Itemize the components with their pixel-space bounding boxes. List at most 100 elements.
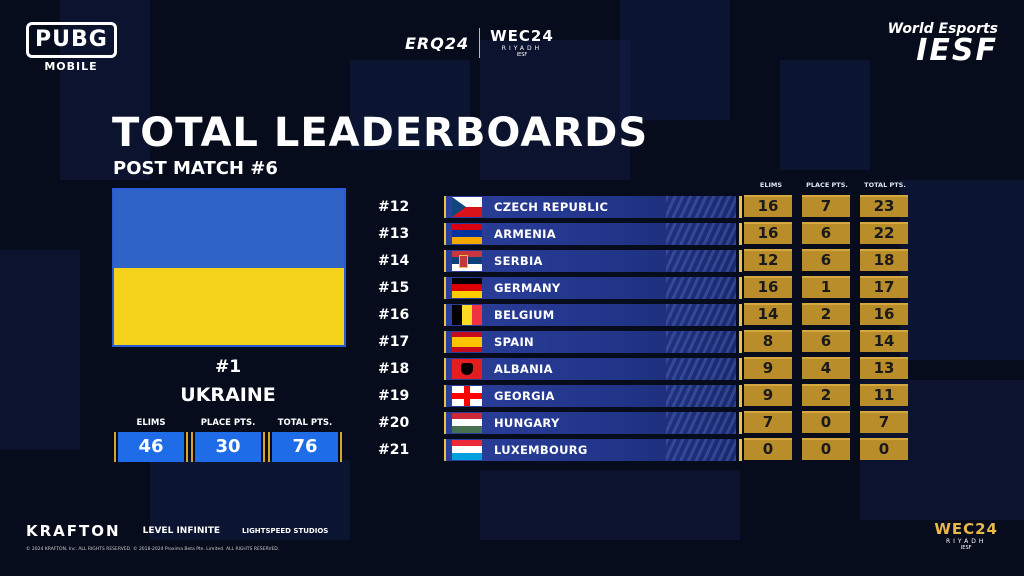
pubg-logo-text: PUBG xyxy=(26,22,117,58)
page-subtitle: POST MATCH #6 xyxy=(113,158,278,179)
stat-total-pts: 22 xyxy=(860,222,908,244)
wec24-footer-city: RIYADH xyxy=(945,538,987,545)
row-rank: #14 xyxy=(378,252,410,269)
wec24-logo-city: RIYADH xyxy=(501,44,543,52)
stat-total-pts: 18 xyxy=(860,249,908,271)
leader-team-name: UKRAINE xyxy=(180,384,276,406)
standings-table: #12 CZECH REPUBLIC 16 7 23 #13 ARMENIA 1… xyxy=(378,193,908,463)
leader-stat-place-pts: PLACE PTS. 30 xyxy=(191,418,265,462)
leader-stat-label: PLACE PTS. xyxy=(200,418,256,428)
flag-spain-icon xyxy=(452,331,482,352)
wec24-logo-org: IESF xyxy=(516,51,528,58)
row-rank: #16 xyxy=(378,306,410,323)
table-row: #18 ALBANIA 9 4 13 xyxy=(378,355,908,382)
team-name: HUNGARY xyxy=(494,415,560,430)
stat-total-pts: 16 xyxy=(860,303,908,325)
stat-elims: 8 xyxy=(744,330,792,352)
stat-place-pts: 1 xyxy=(802,276,850,298)
row-stats: 14 2 16 xyxy=(744,303,918,325)
row-rank: #15 xyxy=(378,279,410,296)
table-row: #17 SPAIN 8 6 14 xyxy=(378,328,908,355)
wec24-logo-text: WEC24 xyxy=(490,26,554,45)
team-bar: GERMANY xyxy=(444,276,742,299)
level-infinite-logo: LEVEL INFINITE xyxy=(142,525,220,536)
team-bar: LUXEMBOURG xyxy=(444,438,742,461)
row-stats: 7 0 7 xyxy=(744,411,918,433)
event-logos: ERQ24 WEC24 RIYADH IESF xyxy=(405,28,554,58)
krafton-logo: KRAFTON xyxy=(26,522,121,540)
stat-total-pts: 23 xyxy=(860,195,908,217)
table-row: #21 LUXEMBOURG 0 0 0 xyxy=(378,436,908,463)
table-column-headers: ELIMS PLACE PTS. TOTAL PTS. xyxy=(744,181,914,189)
team-name: ALBANIA xyxy=(494,361,553,376)
table-row: #16 BELGIUM 14 2 16 xyxy=(378,301,908,328)
row-stats: 9 2 11 xyxy=(744,384,918,406)
row-rank: #18 xyxy=(378,360,410,377)
row-stats: 8 6 14 xyxy=(744,330,918,352)
flag-serbia-icon xyxy=(452,250,482,271)
leader-flag-ukraine xyxy=(112,188,346,347)
leader-stats: ELIMS 46 PLACE PTS. 30 TOTAL PTS. 76 xyxy=(114,418,342,462)
row-rank: #20 xyxy=(378,414,410,431)
stat-place-pts: 6 xyxy=(802,222,850,244)
table-row: #12 CZECH REPUBLIC 16 7 23 xyxy=(378,193,908,220)
stat-elims: 12 xyxy=(744,249,792,271)
stat-elims: 14 xyxy=(744,303,792,325)
flag-germany-icon xyxy=(452,277,482,298)
row-stats: 16 6 22 xyxy=(744,222,918,244)
stat-total-pts: 0 xyxy=(860,438,908,460)
wec24-footer-logo: WEC24 RIYADH IESF xyxy=(934,522,998,551)
table-row: #15 GERMANY 16 1 17 xyxy=(378,274,908,301)
leader-stat-value: 46 xyxy=(114,432,188,462)
wec24-footer-text: WEC24 xyxy=(934,520,998,538)
team-bar: SPAIN xyxy=(444,330,742,353)
legal-notice: © 2024 KRAFTON, Inc. ALL RIGHTS RESERVED… xyxy=(26,547,280,552)
stat-elims: 9 xyxy=(744,357,792,379)
team-bar: HUNGARY xyxy=(444,411,742,434)
stat-elims: 0 xyxy=(744,438,792,460)
sponsor-logos: KRAFTON LEVEL INFINITE LIGHTSPEED STUDIO… xyxy=(26,522,328,540)
team-name: SPAIN xyxy=(494,334,534,349)
flag-georgia-icon xyxy=(452,385,482,406)
stat-elims: 16 xyxy=(744,195,792,217)
stat-place-pts: 0 xyxy=(802,411,850,433)
erq24-logo: ERQ24 xyxy=(405,33,470,53)
row-rank: #17 xyxy=(378,333,410,350)
team-bar: BELGIUM xyxy=(444,303,742,326)
leader-stat-total-pts: TOTAL PTS. 76 xyxy=(268,418,342,462)
row-stats: 16 7 23 xyxy=(744,195,918,217)
stat-place-pts: 0 xyxy=(802,438,850,460)
stat-place-pts: 6 xyxy=(802,249,850,271)
flag-albania-icon xyxy=(452,358,482,379)
flag-czech-republic-icon xyxy=(452,196,482,217)
stat-place-pts: 4 xyxy=(802,357,850,379)
stat-elims: 7 xyxy=(744,411,792,433)
lightspeed-studios-logo: LIGHTSPEED STUDIOS xyxy=(242,526,329,535)
column-header-total-pts: TOTAL PTS. xyxy=(864,181,906,189)
table-row: #14 SERBIA 12 6 18 xyxy=(378,247,908,274)
row-rank: #21 xyxy=(378,441,410,458)
stat-elims: 9 xyxy=(744,384,792,406)
stat-place-pts: 2 xyxy=(802,303,850,325)
team-bar: GEORGIA xyxy=(444,384,742,407)
stat-total-pts: 11 xyxy=(860,384,908,406)
leader-stat-value: 76 xyxy=(268,432,342,462)
leader-rank: #1 xyxy=(214,357,242,377)
team-name: BELGIUM xyxy=(494,307,555,322)
row-stats: 12 6 18 xyxy=(744,249,918,271)
pubg-mobile-logo: PUBG MOBILE xyxy=(26,22,117,73)
column-header-place-pts: PLACE PTS. xyxy=(806,181,848,189)
flag-luxembourg-icon xyxy=(452,439,482,460)
team-bar: ARMENIA xyxy=(444,222,742,245)
stat-total-pts: 14 xyxy=(860,330,908,352)
row-stats: 9 4 13 xyxy=(744,357,918,379)
team-bar: SERBIA xyxy=(444,249,742,272)
row-stats: 16 1 17 xyxy=(744,276,918,298)
table-row: #20 HUNGARY 7 0 7 xyxy=(378,409,908,436)
wec24-footer-org: IESF xyxy=(960,545,972,551)
team-bar: CZECH REPUBLIC xyxy=(444,195,742,218)
team-name: GERMANY xyxy=(494,280,561,295)
stat-place-pts: 6 xyxy=(802,330,850,352)
row-rank: #12 xyxy=(378,198,410,215)
